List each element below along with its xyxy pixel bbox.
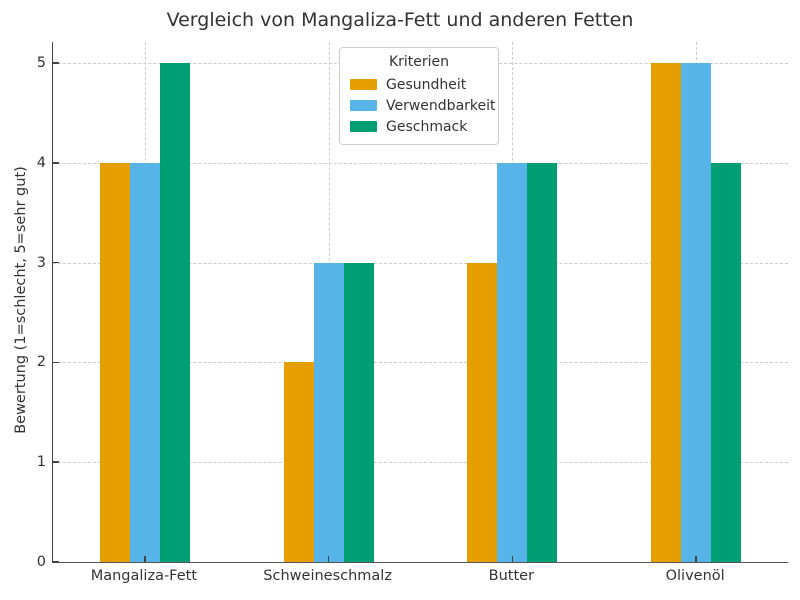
h-gridline: [53, 262, 788, 264]
x-tick-mark: [695, 556, 697, 562]
legend-label: Verwendbarkeit: [386, 97, 496, 114]
h-gridline: [53, 362, 788, 364]
x-tick-label: Mangaliza-Fett: [90, 568, 198, 584]
bar-geschmack-1: [343, 262, 374, 562]
x-tick-label: Olivenöl: [665, 568, 725, 584]
legend-label: Geschmack: [386, 118, 468, 135]
h-gridline: [53, 462, 788, 464]
legend-items: Gesundheit Verwendbarkeit Geschmack: [350, 74, 496, 137]
bar-geschmack-0: [159, 63, 190, 562]
legend-title: Kriterien: [388, 54, 450, 70]
bar-geschmack-3: [711, 162, 742, 562]
legend-swatch-icon: [350, 121, 377, 132]
bar-gesundheit-1: [283, 362, 314, 562]
y-tick-label: 5: [36, 55, 46, 71]
x-tick-label: Schweineschmalz: [263, 568, 392, 584]
bar-gesundheit-2: [467, 262, 498, 562]
y-axis-label: Bewertung (1=schlecht, 5=sehr gut): [13, 166, 29, 434]
legend-swatch-icon: [350, 100, 377, 111]
h-gridline: [53, 162, 788, 164]
y-tick-mark: [53, 162, 59, 164]
legend-row: Geschmack: [350, 116, 488, 137]
x-tick-label: Butter: [488, 568, 535, 584]
y-tick-label: 2: [36, 354, 46, 371]
plot-area: [52, 42, 788, 563]
y-tick-label: 0: [36, 554, 46, 570]
bar-gesundheit-0: [99, 162, 130, 562]
bar-verwendbarkeit-1: [313, 262, 344, 562]
y-tick-label: 3: [36, 254, 46, 271]
legend-swatch-icon: [350, 79, 377, 90]
y-tick-mark: [53, 561, 59, 563]
x-tick-mark: [511, 556, 514, 562]
y-tick-label: 1: [36, 454, 46, 471]
y-tick-mark: [53, 361, 59, 364]
y-tick-mark: [53, 62, 59, 64]
bar-verwendbarkeit-0: [129, 162, 160, 562]
bar-verwendbarkeit-2: [497, 162, 528, 562]
legend-row: Gesundheit: [350, 74, 488, 95]
bar-verwendbarkeit-3: [681, 63, 712, 562]
x-tick-mark: [327, 556, 330, 562]
x-tick-mark: [144, 556, 146, 562]
y-tick-mark: [53, 261, 59, 264]
legend-label: Gesundheit: [386, 76, 467, 93]
bar-geschmack-2: [527, 162, 558, 562]
y-tick-mark: [53, 461, 59, 463]
chart-title: Vergleich von Mangaliza-Fett und anderen…: [166, 9, 634, 31]
legend-row: Verwendbarkeit: [350, 95, 496, 116]
legend: Kriterien Gesundheit Verwendbarkeit Geschm…: [339, 47, 499, 145]
bar-gesundheit-3: [651, 63, 682, 562]
y-tick-label: 4: [36, 154, 46, 171]
